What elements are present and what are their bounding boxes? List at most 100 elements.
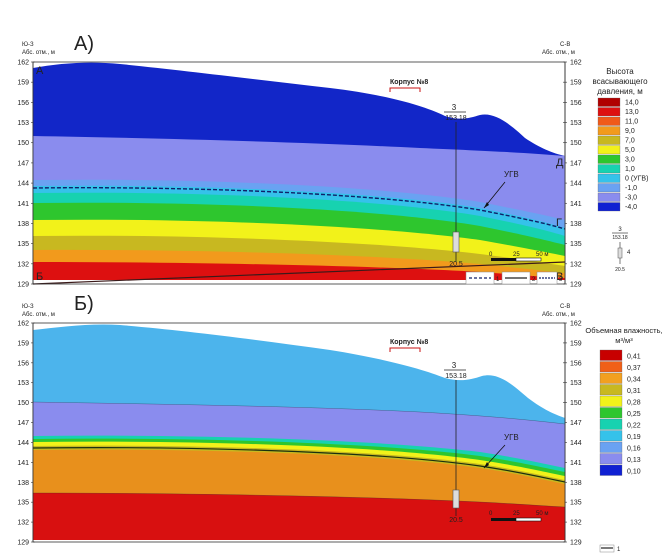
scale-b-25: 25 [513, 511, 520, 517]
panel-a-corner-g: Г [556, 217, 562, 229]
y-tick-right: 141 [570, 460, 582, 467]
panel-b-left-dir: Ю-З [22, 304, 34, 310]
y-tick-left: 135 [17, 241, 29, 248]
legend-label: 0,19 [627, 434, 641, 441]
y-tick-left: 144 [17, 440, 29, 447]
legend-swatch [597, 116, 621, 126]
panel-a-left-unit: Абс. отм., м [22, 50, 55, 56]
legend-swatch [599, 361, 623, 373]
panel-a-corner-v: В [556, 271, 563, 283]
legend-label: 3,0 [625, 157, 635, 164]
panel-a-right-dir: С-В [560, 42, 570, 48]
line-legend-4: 4 [627, 250, 631, 256]
legend-label: 9,0 [625, 128, 635, 135]
panel-b-right-unit: Абс. отм., м [542, 312, 575, 318]
y-tick-right: 135 [570, 500, 582, 507]
y-tick-left: 138 [17, 221, 29, 228]
y-tick-left: 162 [17, 321, 29, 328]
y-tick-left: 129 [17, 282, 29, 289]
y-tick-left: 150 [17, 400, 29, 407]
y-tick-left: 132 [17, 261, 29, 268]
y-tick-right: 132 [570, 261, 582, 268]
line-legend-b-1: 1 [617, 547, 621, 553]
panel-b-ugv-line [33, 447, 565, 483]
y-tick-right: 162 [570, 60, 582, 67]
legend-a-title-1: Высота [606, 67, 634, 76]
y-tick-left: 147 [17, 420, 29, 427]
y-tick-right: 138 [570, 480, 582, 487]
legend-label: 5,0 [625, 147, 635, 154]
legend-label: 0,28 [627, 400, 641, 407]
panel-a-left-dir: Ю-З [22, 42, 34, 48]
line-legend-1: 1 [496, 277, 500, 283]
legend-label: 0,22 [627, 423, 641, 430]
panel-b-ugv-label: УГВ [504, 433, 519, 442]
y-tick-left: 147 [17, 160, 29, 167]
legend-swatch [597, 183, 621, 193]
panel-a-corner-top-left: А [36, 65, 44, 77]
y-tick-left: 150 [17, 140, 29, 147]
y-tick-right: 150 [570, 140, 582, 147]
legend-swatch [597, 135, 621, 145]
legend-label: 0,16 [627, 446, 641, 453]
y-tick-right: 138 [570, 221, 582, 228]
panel-a: А) Ю-З Абс. отм., м С-В Абс. отм., м 162… [17, 33, 648, 289]
panel-a-section [33, 62, 565, 281]
y-tick-right: 159 [570, 340, 582, 347]
y-tick-left: 129 [17, 540, 29, 547]
y-tick-left: 153 [17, 120, 29, 127]
y-tick-right: 135 [570, 241, 582, 248]
y-tick-left: 144 [17, 181, 29, 188]
legend-label: 0,10 [627, 469, 641, 476]
legend-label: -4,0 [625, 204, 637, 211]
panel-b-well-elevation: 153.18 [445, 373, 467, 380]
legend-label: 0 (УГВ) [625, 176, 648, 183]
y-tick-left: 141 [17, 460, 29, 467]
y-tick-left: 135 [17, 500, 29, 507]
panel-b-well-screen [452, 489, 460, 509]
zone-b-red [33, 493, 565, 540]
legend-label: 13,0 [625, 109, 639, 116]
y-tick-right: 144 [570, 181, 582, 188]
scale-50: 50 м [536, 252, 548, 258]
legend-swatch [599, 372, 623, 384]
panel-b-left-unit: Абс. отм., м [22, 312, 55, 318]
legend-swatch [599, 430, 623, 442]
panel-b-well-number: 3 [452, 361, 457, 370]
panel-b: Б) Ю-З Абс. отм., м С-В Абс. отм., м 162… [17, 293, 662, 553]
legend-swatch [599, 418, 623, 430]
panel-a-ugv-label: УГВ [504, 170, 519, 179]
y-tick-right: 153 [570, 120, 582, 127]
panel-a-frame [32, 61, 566, 285]
well-legend-depth: 20.5 [615, 267, 625, 273]
y-tick-right: 162 [570, 321, 582, 328]
legend-b-title-1: Объемная влажность, [585, 326, 662, 335]
legend-label: 0,34 [627, 377, 641, 384]
scale-25: 25 [513, 252, 520, 258]
legend-label: 11,0 [625, 119, 638, 126]
legend-label: 0,37 [627, 365, 641, 372]
panel-b-scale-bar: 0 25 50 м [489, 511, 548, 522]
y-tick-left: 162 [17, 60, 29, 67]
y-tick-left: 159 [17, 80, 29, 87]
panel-a-right-unit: Абс. отм., м [542, 50, 575, 56]
y-tick-right: 129 [570, 282, 582, 289]
legend-swatch [597, 126, 621, 136]
legend-swatch [599, 464, 623, 476]
legend-swatch [599, 349, 623, 361]
panel-a-corner-bottom-left: Б [36, 271, 43, 283]
panel-a-scale-bar: 0 25 50 м [489, 252, 548, 262]
legend-label: -1,0 [625, 185, 637, 192]
well-legend-number: 3 [618, 227, 622, 233]
legend-swatch [599, 453, 623, 465]
y-tick-right: 147 [570, 420, 582, 427]
panel-b-label: Б) [74, 293, 94, 315]
panel-a-line-legend: 1 2 3 [465, 271, 563, 285]
panel-b-section [33, 324, 565, 540]
scale-0: 0 [489, 252, 493, 258]
legend-label: 14,0 [625, 100, 639, 107]
y-tick-right: 132 [570, 520, 582, 527]
legend-label: 1,0 [625, 166, 635, 173]
y-tick-left: 153 [17, 380, 29, 387]
